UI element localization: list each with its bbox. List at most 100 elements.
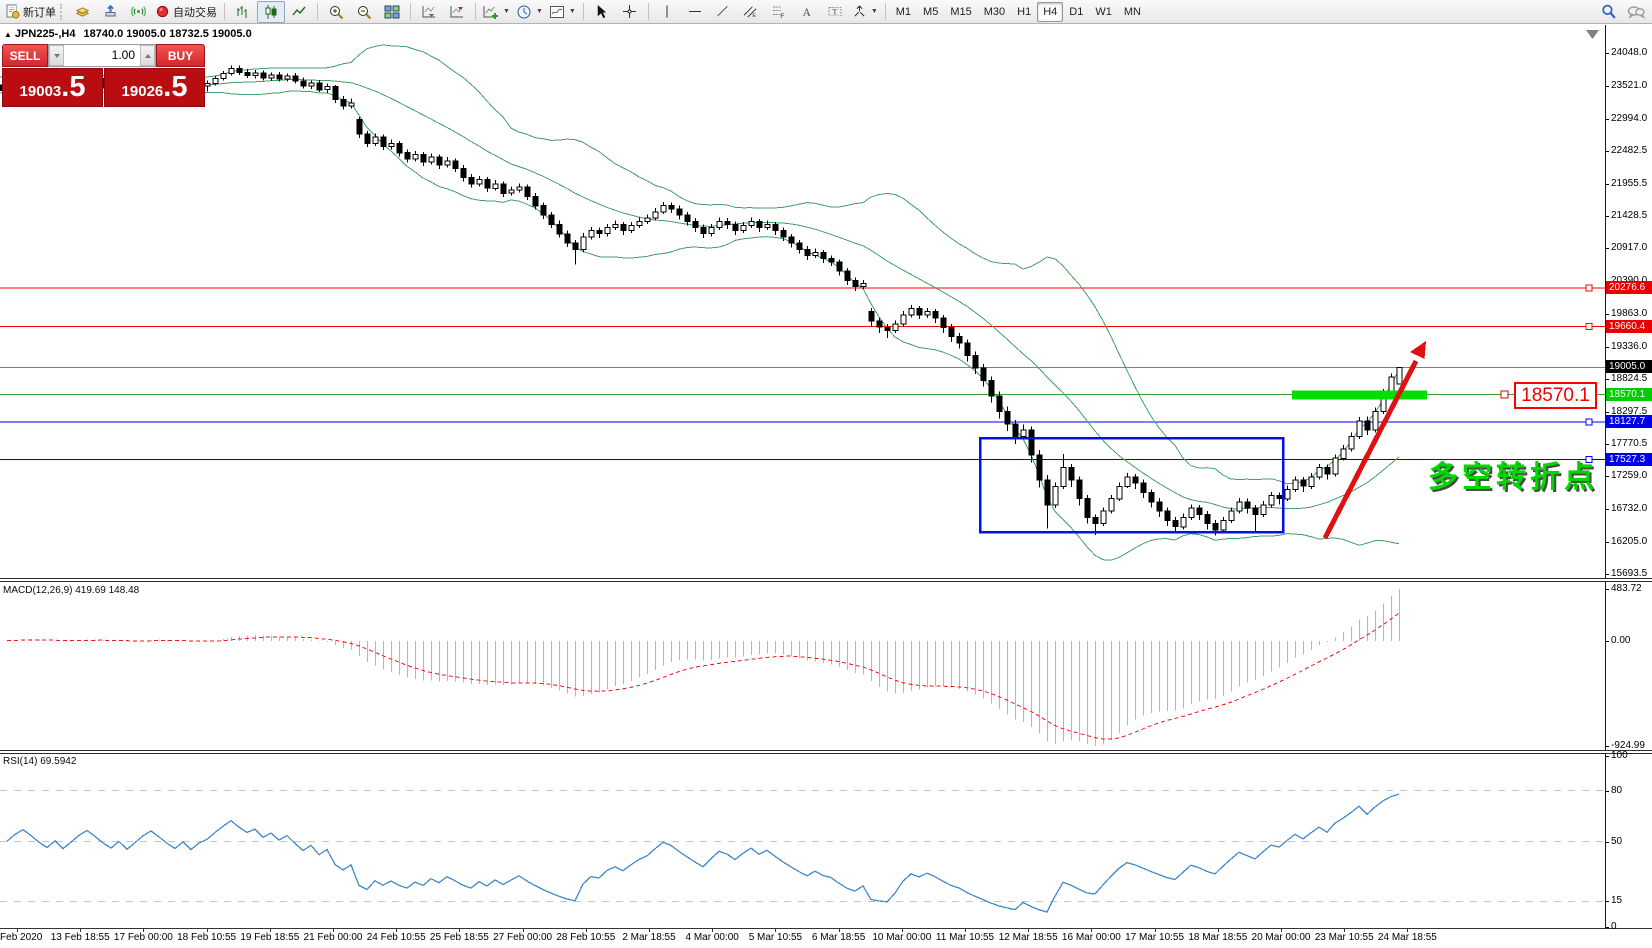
price-axis-label: 18824.5 — [1611, 372, 1648, 384]
auto-scroll-button[interactable] — [415, 1, 443, 23]
timeframe-m5[interactable]: M5 — [923, 5, 939, 18]
new-order-button[interactable]: 新订单 — [2, 1, 59, 23]
search-button[interactable] — [1594, 1, 1622, 23]
price-axis-tick — [1605, 476, 1609, 478]
line-handle[interactable] — [1585, 418, 1593, 426]
line-handle[interactable] — [1585, 323, 1593, 331]
sell-button[interactable]: SELL — [2, 44, 48, 67]
cursor-button[interactable] — [588, 1, 616, 23]
signals-button[interactable] — [124, 1, 152, 23]
timeframe-w1[interactable]: W1 — [1095, 5, 1112, 18]
auto-scroll-icon — [422, 5, 435, 17]
text-label-icon: T — [828, 6, 842, 16]
timeframe-m1[interactable]: M1 — [895, 5, 912, 18]
chart-shift-icon — [450, 5, 463, 17]
timeframe-m15[interactable]: M15 — [950, 5, 972, 18]
vertical-line-button[interactable] — [653, 1, 681, 23]
horizontal-line-button[interactable] — [681, 1, 709, 23]
indicators-dropdown-button[interactable]: ▼ — [480, 1, 513, 23]
text-label-button[interactable]: T — [821, 1, 849, 23]
time-axis-label: 18 Feb 10:55 — [177, 932, 237, 943]
fibonacci-icon: F — [773, 6, 785, 19]
fibonacci-button[interactable]: F — [765, 1, 793, 23]
templates-dropdown-button[interactable]: ▼ — [546, 1, 579, 23]
time-axis-label: 21 Feb 00:00 — [303, 932, 363, 943]
bar-chart-button[interactable] — [229, 1, 257, 23]
price-axis-label: 22994.0 — [1611, 112, 1648, 124]
autotrading-button[interactable]: 自动交易 — [152, 1, 220, 23]
rsi-axis-label: 0 — [1611, 921, 1617, 932]
zoom-in-button[interactable] — [322, 1, 350, 23]
tile-windows-button[interactable] — [378, 1, 406, 23]
svg-text:A: A — [802, 7, 811, 19]
volume-increase-button[interactable] — [140, 45, 155, 66]
turning-point-annotation[interactable]: 多空转折点 — [1428, 461, 1598, 494]
rsi-axis-tick — [1605, 790, 1609, 792]
price-level-callout[interactable]: 18570.1 — [1514, 382, 1597, 409]
timeframe-h1[interactable]: H1 — [1017, 5, 1032, 18]
text-button[interactable]: A — [793, 1, 821, 23]
svg-text:T: T — [832, 6, 837, 16]
timeframe-mn[interactable]: MN — [1123, 5, 1141, 18]
volume-stepper: 1.00 — [48, 44, 156, 67]
consolidation-rectangle[interactable] — [978, 436, 1285, 534]
price-tag: 19660.4 — [1606, 319, 1652, 333]
breakout-arrow[interactable] — [1322, 341, 1426, 540]
periods-dropdown-button[interactable]: ▼ — [513, 1, 546, 23]
rsi-axis-tick — [1605, 927, 1609, 928]
chat-icon — [1627, 5, 1645, 19]
ohlc-values: 18740.0 19005.0 18732.5 19005.0 — [83, 28, 252, 40]
rsi-axis-tick — [1605, 841, 1609, 843]
rsi-axis-label: 50 — [1611, 835, 1623, 847]
line-handle[interactable] — [1585, 456, 1593, 464]
buy-price-panel[interactable]: 19026.5 — [104, 68, 205, 107]
time-axis-tick — [1154, 928, 1156, 932]
price-axis-label: 18297.5 — [1611, 405, 1648, 417]
support-highlight-bar[interactable] — [1292, 390, 1427, 400]
zoom-in-icon — [330, 5, 344, 19]
arrows-dropdown-button[interactable]: ▼ — [849, 1, 881, 23]
autotrading-label: 自动交易 — [173, 6, 217, 19]
chart-shift-button[interactable] — [443, 1, 471, 23]
time-axis-label: 16 Mar 00:00 — [1061, 932, 1121, 943]
volume-input[interactable]: 1.00 — [111, 48, 135, 62]
callout-anchor-handle[interactable] — [1500, 390, 1509, 399]
navigator-button[interactable] — [96, 1, 124, 23]
zoom-out-button[interactable] — [350, 1, 378, 23]
price-axis-label: 17259.0 — [1611, 470, 1648, 482]
channel-button[interactable]: E — [737, 1, 765, 23]
buy-price-pips: .5 — [163, 71, 188, 103]
time-axis-tick — [1217, 928, 1219, 932]
line-chart-button[interactable] — [285, 1, 313, 23]
main-chart[interactable] — [0, 25, 1652, 928]
sell-price-panel[interactable]: 19003.5 — [2, 68, 103, 107]
rsi-axis-label: 80 — [1611, 784, 1623, 796]
timeframe-h4[interactable]: H4 — [1037, 1, 1064, 22]
timeframe-m30[interactable]: M30 — [983, 5, 1006, 18]
trendline-button[interactable] — [709, 1, 737, 23]
price-axis-label: 21428.5 — [1611, 210, 1648, 222]
chart-title: ▲ JPN225-,H4 18740.0 19005.0 18732.5 19005… — [4, 28, 252, 40]
volume-decrease-button[interactable] — [49, 45, 64, 66]
time-axis-label: 17 Feb 00:00 — [113, 932, 173, 943]
buy-button[interactable]: BUY — [156, 44, 205, 67]
time-axis-border — [0, 928, 1652, 929]
toolbar: 新订单 自动交易 — [0, 0, 1652, 24]
time-axis-tick — [143, 928, 145, 932]
time-axis-tick — [80, 928, 82, 932]
line-handle[interactable] — [1585, 284, 1593, 292]
price-axis-label: 19863.0 — [1611, 308, 1648, 319]
chat-button[interactable] — [1622, 1, 1650, 23]
rsi-splitter[interactable] — [0, 750, 1652, 754]
candlestick-chart-button[interactable] — [257, 0, 285, 23]
macd-splitter[interactable] — [0, 578, 1652, 582]
time-axis-label: 2 Feb 2020 — [0, 932, 43, 943]
rsi-label: RSI(14) 69.5942 — [3, 756, 76, 767]
toolbar-separator — [224, 3, 225, 20]
macd-axis-tick — [1605, 746, 1609, 747]
publisher-button[interactable] — [68, 1, 96, 23]
price-tag: 17527.3 — [1606, 452, 1652, 466]
crosshair-button[interactable] — [616, 1, 644, 23]
timeframe-d1[interactable]: D1 — [1069, 5, 1084, 18]
time-axis-tick — [206, 928, 208, 932]
